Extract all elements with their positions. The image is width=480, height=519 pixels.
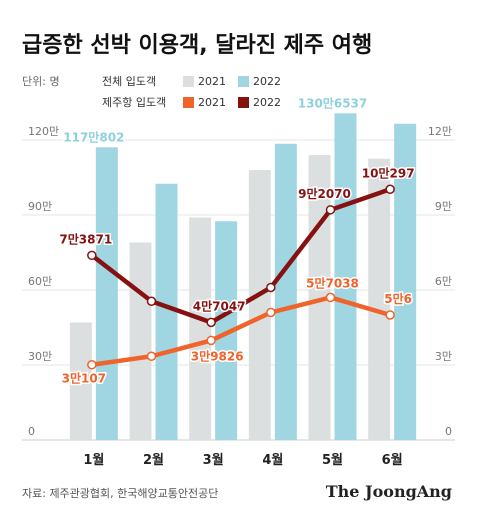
point-jeju-2022 [146,296,157,306]
bar-total-2021 [69,322,92,440]
point-jeju-2021 [325,292,336,303]
bar-total-2022 [215,221,238,440]
point-jeju-2021 [146,351,157,361]
legend-total-2021: 2021 [198,75,226,88]
legend-jeju-label: 제주항 입도객 [102,96,166,109]
data-label: 130만6537 [298,95,368,110]
left-tick-label: 90만 [28,200,52,213]
point-jeju-2021 [266,307,276,318]
data-label: 5만6 [384,291,412,306]
bar-total-2022 [274,143,297,440]
legend: 전체 입도객 2021 2022 제주항 입도객 2021 2022 [102,75,281,109]
data-label: 4만7047 [193,298,246,313]
left-tick-label: 120만 [28,125,59,138]
line-jeju-2022 [89,187,393,325]
legend-total-2022-swatch [238,76,249,87]
legend-jeju-2021: 2021 [198,96,226,109]
bar-total-2021 [189,217,212,440]
legend-total-2021-swatch [183,76,194,87]
month-label: 1월 [83,452,104,468]
month-label: 2월 [143,452,164,468]
bar-total-2021 [368,158,391,440]
bars [69,113,417,440]
data-label: 10만297 [362,165,415,180]
point-jeju-2022 [206,317,216,328]
data-label: 117만802 [63,129,124,144]
right-tick-label: 3만 [435,350,452,363]
month-label: 4월 [262,452,283,468]
legend-jeju-2022: 2022 [253,96,281,109]
data-labels: 117만802 130만6537 3만107 3만9826 5만7038 5만6 7만387… [58,94,416,387]
point-jeju-2022 [385,184,395,195]
month-label: 5월 [322,452,343,468]
legend-jeju-2021-swatch [183,97,194,108]
legend-total-label: 전체 입도객 [102,75,156,88]
left-tick-label: 30만 [28,350,52,363]
bar-total-2022 [394,123,417,440]
data-label: 5만7038 [306,275,359,290]
bar-total-2022 [334,113,357,440]
source-note: 자료: 제주관광협회, 한국해양교통안전공단 [22,486,218,500]
bar-total-2021 [129,242,152,440]
point-jeju-2022 [266,282,276,293]
unit-label: 단위: 명 [22,75,60,88]
point-jeju-2021 [206,335,216,346]
point-jeju-2022 [87,250,97,261]
bar-total-2022 [95,147,118,440]
point-jeju-2022 [325,205,336,215]
data-label: 3만107 [62,371,106,386]
brand-logo: The JoongAng [326,482,452,501]
data-label: 7만3871 [59,231,112,246]
bar-total-2021 [248,170,271,440]
right-tick-label: 9만 [435,200,452,213]
right-tick-label: 0 [445,425,452,438]
point-jeju-2021 [87,359,97,370]
month-label: 3월 [203,452,224,468]
chart-title: 급증한 선박 이용객, 달라진 제주 여행 [22,33,372,58]
data-label: 9만2070 [298,186,351,201]
left-tick-label: 60만 [28,275,52,288]
bar-total-2021 [308,155,331,440]
left-tick-label: 0 [28,425,35,438]
right-tick-label: 12만 [428,125,452,138]
bar-total-2022 [155,183,178,440]
legend-jeju-2022-swatch [238,97,249,108]
axis-ticks: 0 30만 60만 90만 120만 0 3만 6만 9만 12만 1월 2월 3월 4월 5월 6월 [28,125,452,468]
line-jeju-2021 [89,295,393,367]
point-jeju-2021 [385,310,395,320]
lines [87,184,395,370]
right-tick-label: 6만 [435,275,452,288]
month-label: 6월 [382,452,403,468]
legend-total-2022: 2022 [253,75,281,88]
data-label: 3만9826 [191,348,244,363]
